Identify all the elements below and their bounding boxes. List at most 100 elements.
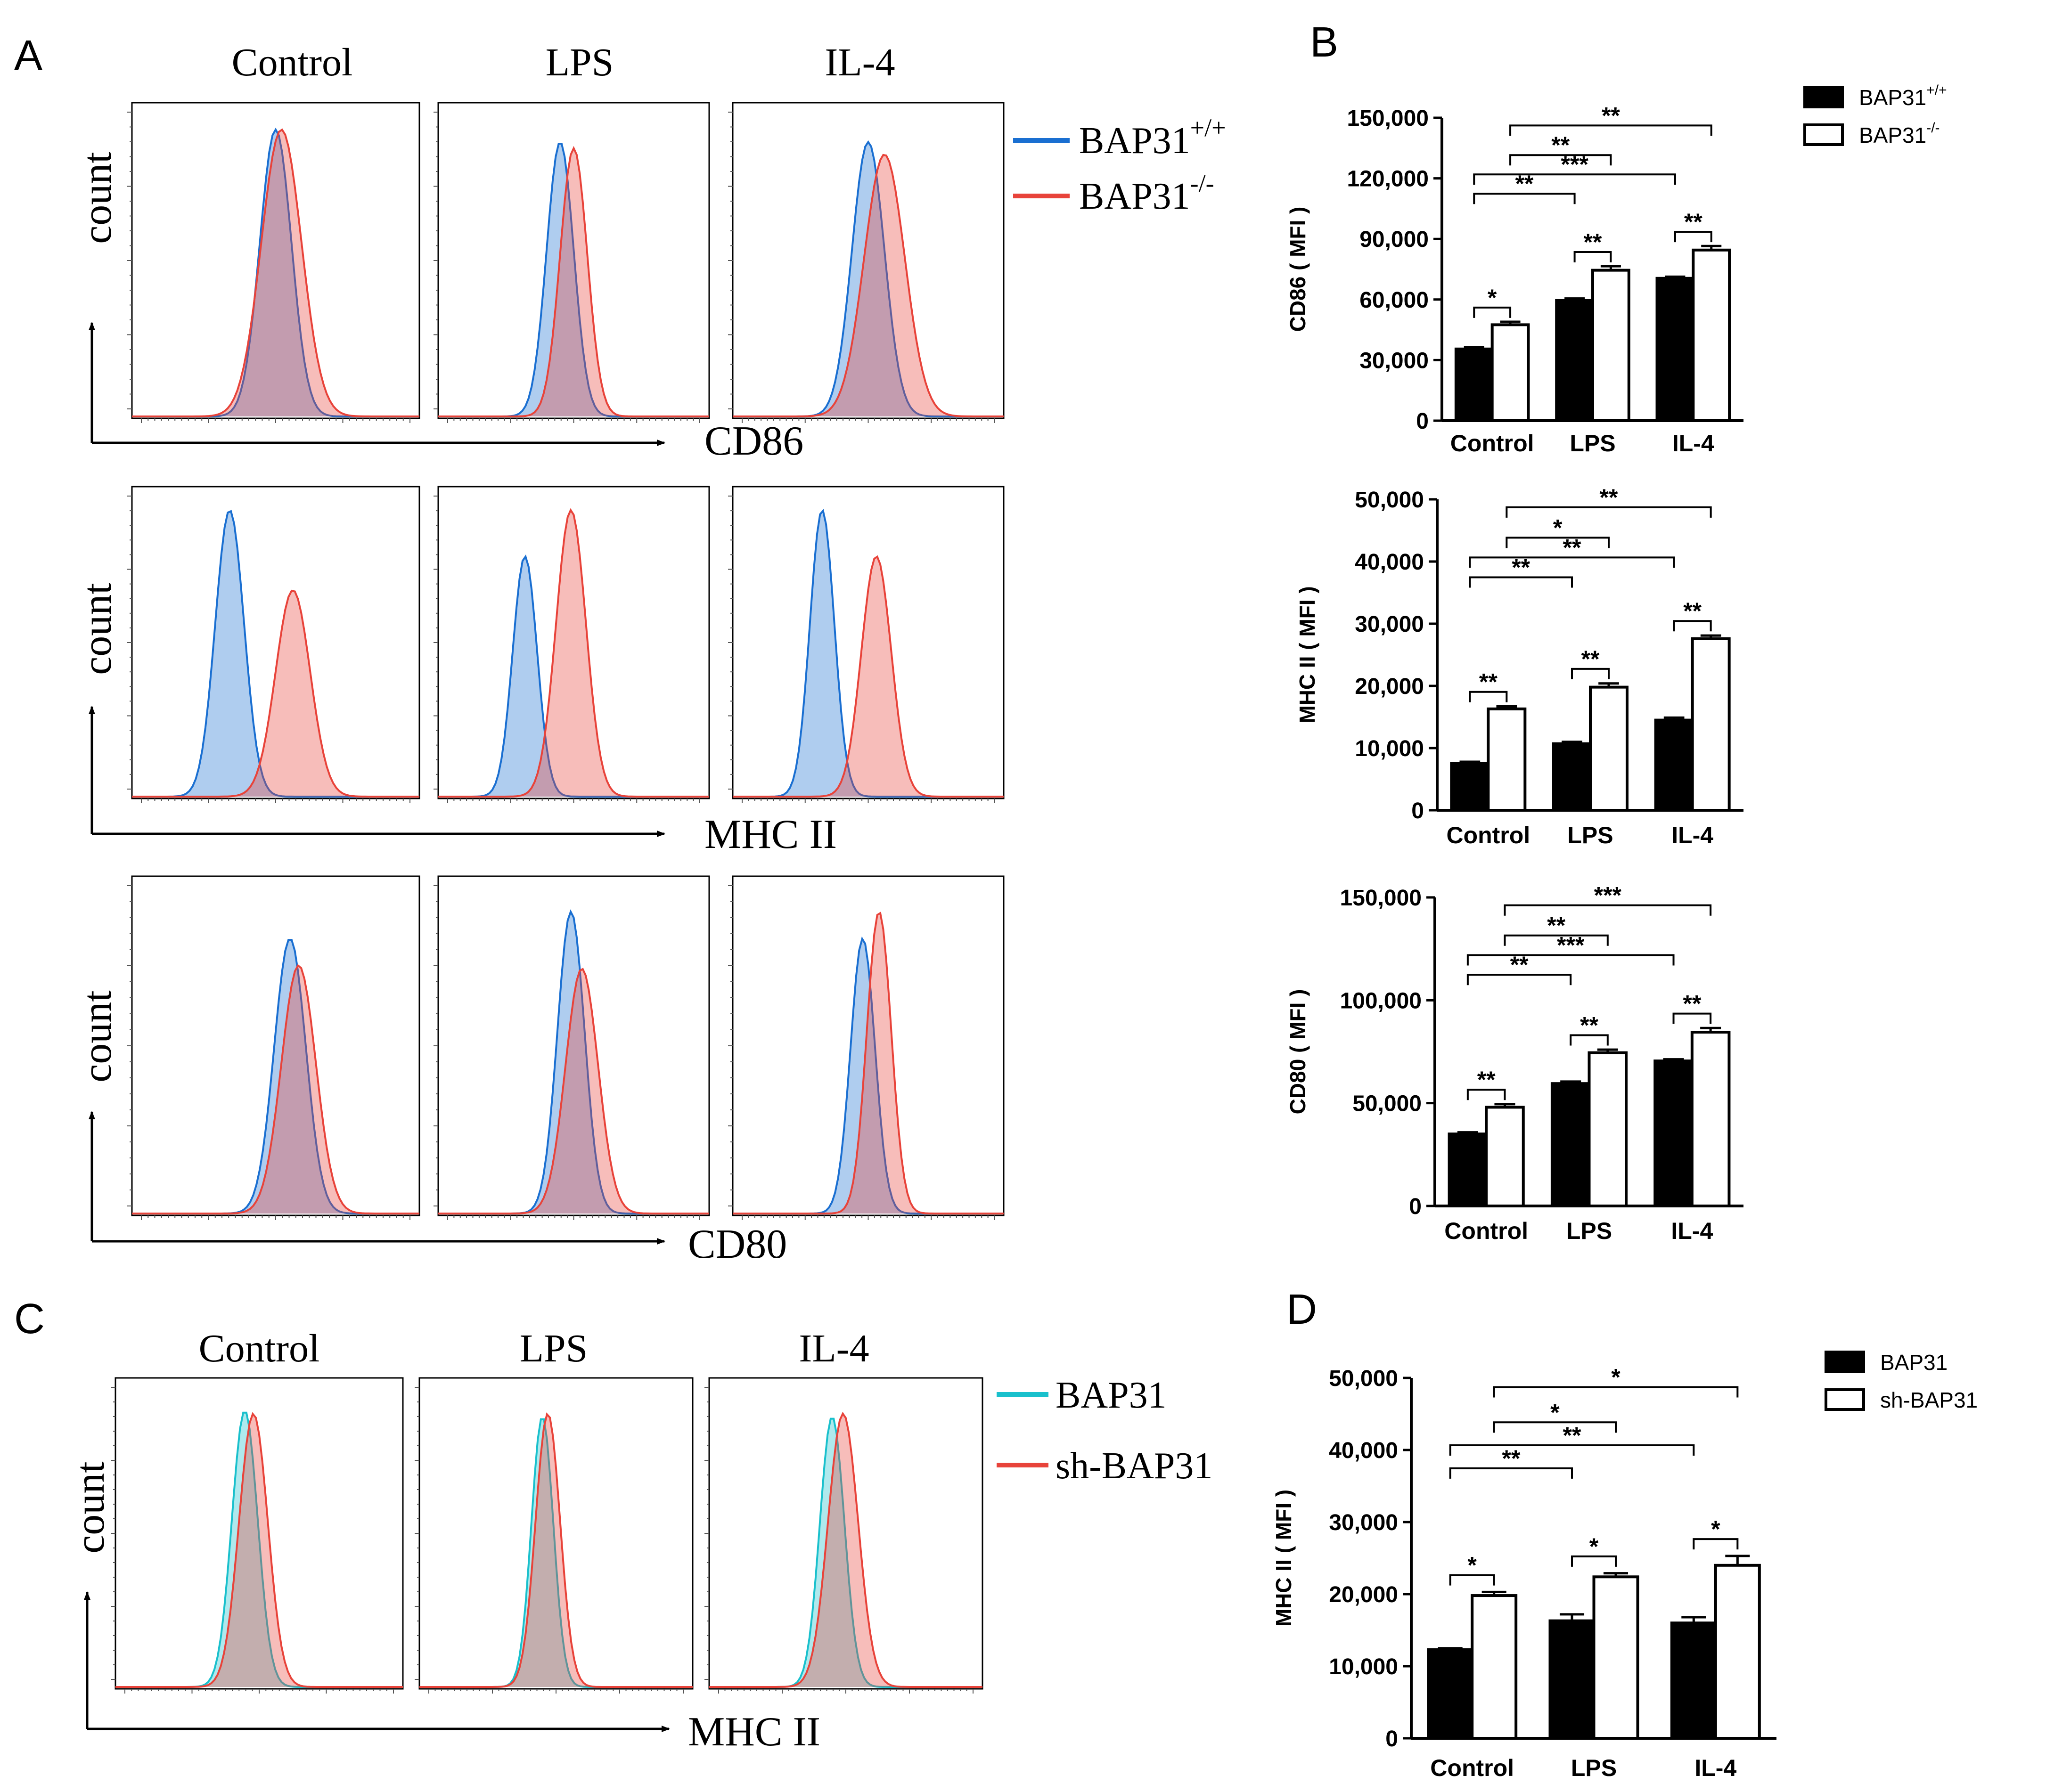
hist-cd86-il4	[728, 102, 1005, 423]
y-tick-label: 0	[1385, 1727, 1398, 1751]
hist-cd80-lps-ko-fill	[438, 969, 709, 1214]
panel-a-header-control: Control	[232, 41, 353, 84]
panel-c-headers: Control LPS IL-4	[199, 1327, 869, 1370]
significance-bracket	[1449, 1574, 1495, 1586]
significance-label: **	[1580, 1012, 1598, 1039]
row2-count-label: count	[74, 583, 120, 675]
y-axis-label: MHC II ( MFI )	[1295, 586, 1319, 723]
y-tick-label: 120,000	[1347, 167, 1429, 192]
y-tick-label: 150,000	[1347, 106, 1429, 131]
hist-cd86-il4-wt-fill	[733, 142, 1004, 416]
row2-marker-label: MHC II	[704, 812, 837, 857]
significance-bracket	[1509, 154, 1612, 166]
significance-label: **	[1563, 1422, 1581, 1449]
hist-c-control-sh-bap31-curve	[115, 1412, 403, 1688]
hist-c-lps-ticks	[415, 1387, 684, 1694]
panel-a-header-lps: LPS	[546, 41, 614, 84]
hist-cd80-control-frame	[131, 875, 420, 1216]
hist-c-lps-sh-bap31-fill	[419, 1414, 693, 1687]
bar-BAP31-lps	[1552, 742, 1592, 812]
hist-cd86-control-ko-curve	[132, 128, 419, 417]
panel-c-header-lps: LPS	[520, 1327, 588, 1370]
significance-bracket	[1473, 173, 1676, 185]
y-tick-label: 20,000	[1355, 674, 1424, 699]
panel-c-header-control: Control	[199, 1327, 320, 1370]
significance-label: **	[1563, 534, 1581, 561]
significance-label: *	[1589, 1533, 1599, 1560]
legend-label: sh-BAP31	[1880, 1388, 1978, 1412]
significance-label: **	[1584, 229, 1602, 255]
bar-BAP31-control	[1450, 762, 1490, 812]
legend-label: BAP31	[1880, 1350, 1948, 1375]
significance-bracket	[1506, 506, 1712, 518]
y-tick-label: 30,000	[1329, 1510, 1398, 1535]
significance-label: **	[1551, 132, 1570, 158]
hist-cd80-lps-ticks	[434, 885, 700, 1220]
bar-BAP31-lps	[1550, 1082, 1591, 1208]
significance-bracket	[1473, 193, 1576, 204]
hist-c-lps	[415, 1377, 694, 1694]
significance-bracket	[1571, 668, 1610, 679]
x-tick-label: IL-4	[1671, 1218, 1713, 1244]
x-tick-label: IL-4	[1671, 822, 1713, 848]
bar-BAP31-il4	[1655, 277, 1695, 422]
significance-bracket	[1674, 231, 1712, 243]
hist-cd86-lps-ko-fill	[438, 148, 709, 416]
row1-count-label: count	[74, 152, 120, 244]
bar-charts: 0 30,000 60,000 90,000 120,000 150,000 CD86 ( …	[1271, 82, 1978, 1781]
bar-shBAP31-control	[1471, 1594, 1518, 1740]
hist-cd86-lps-ko-curve	[438, 146, 709, 417]
significance-bracket	[1466, 954, 1675, 966]
bar-chart-4: 0 10,000 20,000 30,000 40,000 50,000 MHC II ( …	[1271, 1350, 1978, 1781]
significance-bracket	[1469, 556, 1675, 568]
significance-brackets: *********	[1449, 1364, 1739, 1586]
hist-mhcii-control-ko-fill	[132, 591, 419, 797]
hist-cd86-il4-ko-curve	[733, 154, 1004, 417]
panel-a-legend: BAP31+/+ BAP31-/-	[1013, 114, 1226, 217]
significance-label: *	[1553, 514, 1563, 541]
panel-label-d: D	[1286, 1286, 1317, 1333]
panel-c-legend: BAP31 sh-BAP31	[997, 1375, 1212, 1487]
hist-mhcii-il4-frame	[732, 486, 1005, 799]
hist-cd80-il4-ticks	[728, 885, 995, 1220]
legend-label: BAP31-/-	[1859, 120, 1940, 147]
hist-mhcii-control-ticks	[127, 496, 410, 803]
y-tick-label: 20,000	[1329, 1582, 1398, 1607]
y-tick-label: 60,000	[1359, 288, 1429, 313]
bar-BAP31-lps	[1588, 1051, 1628, 1208]
bar-BAP31-il4	[1670, 1621, 1717, 1740]
hist-cd86-il4-frame	[732, 102, 1005, 419]
y-axis-label: CD80 ( MFI )	[1285, 989, 1310, 1115]
row3-count-label: count	[74, 990, 120, 1083]
x-tick-label: LPS	[1566, 1218, 1612, 1244]
legend-swatch	[1803, 86, 1844, 108]
x-tick-label: LPS	[1570, 430, 1615, 456]
significance-label: **	[1683, 598, 1702, 624]
bar-BAP31-lps	[1589, 685, 1629, 812]
significance-bracket	[1693, 1538, 1739, 1550]
hist-cd86-il4-ko-fill	[733, 155, 1004, 416]
panel-a-axes: count CD86 count MHC II count CD80	[74, 152, 837, 1267]
y-tick-label: 50,000	[1329, 1366, 1398, 1391]
y-tick-label: 10,000	[1355, 736, 1424, 761]
panel-label-a: A	[14, 32, 42, 79]
panel-c-histograms	[111, 1377, 983, 1694]
significance-bracket	[1672, 1012, 1712, 1024]
y-tick-label: 0	[1416, 409, 1429, 434]
bar-legend: BAP31 sh-BAP31	[1825, 1350, 1978, 1412]
panel-a-headers: Control LPS IL-4	[232, 41, 895, 84]
significance-bracket	[1466, 974, 1572, 986]
hist-cd80-il4	[728, 875, 1005, 1220]
y-tick-label: 150,000	[1340, 886, 1422, 911]
panel-c-header-il4: IL-4	[799, 1327, 869, 1370]
panel-c-axes: count MHC II	[67, 1461, 820, 1755]
hist-cd86-control-ticks	[127, 112, 410, 423]
x-tick-label: Control	[1450, 430, 1534, 456]
hist-c-il4-sh-bap31-curve	[709, 1411, 982, 1688]
hist-cd86-control-ko-fill	[132, 130, 419, 416]
significance-label: **	[1512, 554, 1530, 580]
significance-label: **	[1581, 646, 1600, 672]
y-tick-label: 90,000	[1359, 227, 1429, 252]
bar-BAP31-il4	[1692, 248, 1731, 422]
hist-c-control-bap31-fill	[115, 1412, 403, 1687]
